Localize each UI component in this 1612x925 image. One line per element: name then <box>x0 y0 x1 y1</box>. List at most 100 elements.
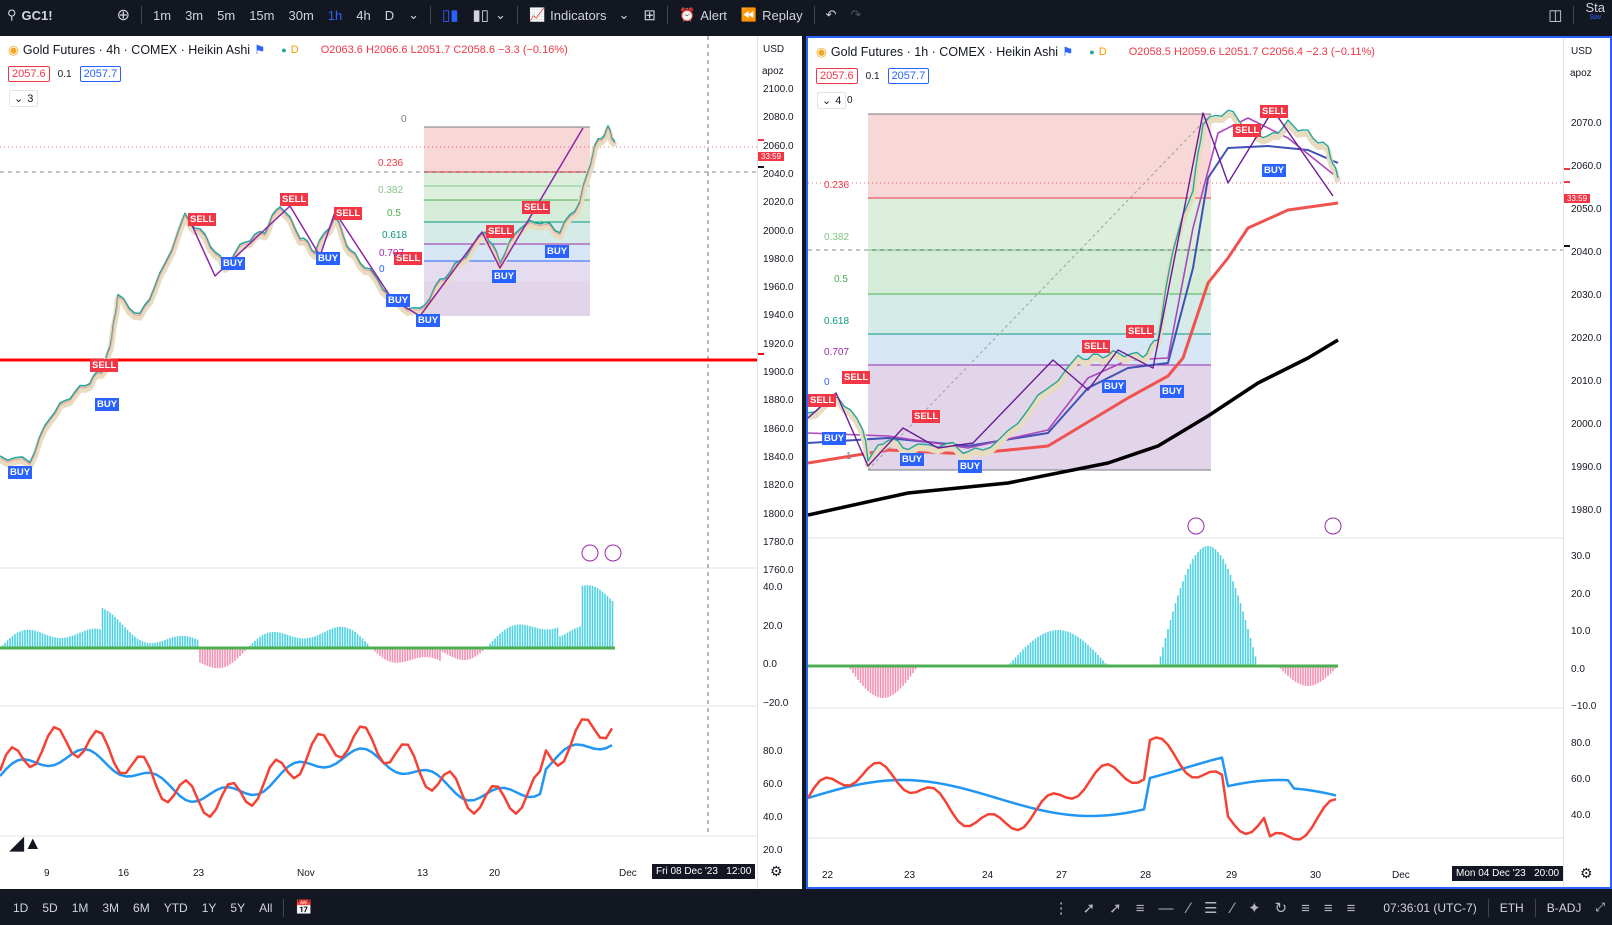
alert-button[interactable]: ⏰ Alert <box>679 7 727 23</box>
left-sell-signal: SELL <box>334 207 363 220</box>
left-scale-mode[interactable]: apoz <box>762 66 784 77</box>
left-date-label: Fri 08 Dec '23 12:00 <box>652 864 756 879</box>
left-lightning-icon <box>604 544 622 562</box>
undo-button[interactable]: ↶ <box>819 0 844 30</box>
interval-30m[interactable]: 30m <box>288 7 314 23</box>
templates-button[interactable]: ⊞ <box>636 0 663 30</box>
clock-display[interactable]: 07:36:01 (UTC-7) <box>1383 900 1477 915</box>
right-price-scale[interactable] <box>1563 38 1610 887</box>
right-settings-icon[interactable]: ⚙ <box>1580 865 1593 881</box>
left-heikin-ashi-series <box>0 124 616 464</box>
range-3m[interactable]: 3M <box>102 900 120 915</box>
session-toggle[interactable]: ETH <box>1499 900 1524 915</box>
left-fib-label: 0.5 <box>387 208 401 219</box>
layout-button[interactable]: ◫ <box>1541 0 1569 30</box>
range-1y[interactable]: 1Y <box>201 900 217 915</box>
right-fib-zone <box>868 114 1211 198</box>
save-button[interactable]: Sta Sav <box>1585 0 1605 21</box>
interval-1m[interactable]: 1m <box>153 7 172 23</box>
date-range-button[interactable]: 📅 <box>288 899 319 916</box>
heikin-ashi-icon: ▮▯ <box>472 7 490 24</box>
left-sell-signal: SELL <box>486 225 515 238</box>
drawing-tools-strip[interactable]: ⋮➚➚≡—∕☰∕✦↻≡≡≡ <box>1047 899 1377 917</box>
left-price-tick: 1940.0 <box>763 310 794 322</box>
left-price-tick: 1860.0 <box>763 423 794 435</box>
left-price-scale[interactable] <box>757 36 802 889</box>
range-all[interactable]: All <box>259 900 273 915</box>
right-sell-price[interactable]: 2057.6 <box>816 68 858 84</box>
range-6m[interactable]: 6M <box>133 900 150 915</box>
right-fib-label: 0.707 <box>824 347 850 358</box>
right-buy-price[interactable]: 2057.7 <box>887 68 930 84</box>
left-price-tick: 2020.0 <box>763 197 794 209</box>
left-fib-zone <box>424 127 590 172</box>
chevron-down-icon: ⌄ <box>495 7 506 22</box>
left-rsi-tick: 80.0 <box>763 746 783 757</box>
range-1d[interactable]: 1D <box>13 900 29 915</box>
interval-dropdown[interactable]: ⌄ <box>401 0 426 30</box>
left-price-tick: 1840.0 <box>763 451 794 463</box>
range-5y[interactable]: 5Y <box>230 900 246 915</box>
left-price-tick: 1880.0 <box>763 395 794 407</box>
right-sell-signal: SELL <box>1082 340 1111 353</box>
right-currency[interactable]: USD <box>1571 46 1593 57</box>
right-chart-pane[interactable]: ◉ Gold Futures · 1h · COMEX · Heikin Ash… <box>806 36 1612 889</box>
replay-button[interactable]: ⏪ Replay <box>740 7 803 23</box>
grid-icon: ⊞ <box>643 7 656 24</box>
range-5d[interactable]: 5D <box>42 900 58 915</box>
left-settings-icon[interactable]: ⚙ <box>770 863 783 879</box>
right-rsi-tick: 60.0 <box>1571 774 1591 785</box>
bar-type-button[interactable]: ▯▮ <box>435 0 466 30</box>
right-price-tick: 1990.0 <box>1571 462 1602 473</box>
right-indicator-toggle[interactable]: ⌄ 4 <box>817 92 847 109</box>
left-price-tick: 1780.0 <box>763 536 794 548</box>
left-last-price-label <box>758 139 764 141</box>
range-1m[interactable]: 1M <box>71 900 89 915</box>
indicators-button[interactable]: 📈 Indicators ⌄ <box>528 7 630 23</box>
right-price-tick: 2040.0 <box>1571 247 1602 258</box>
left-date-tick: 23 <box>193 868 205 879</box>
left-indicator-toggle[interactable]: ⌄ 3 <box>9 90 39 107</box>
left-sell-price[interactable]: 2057.6 <box>8 66 50 82</box>
left-date-tick: 20 <box>489 868 501 879</box>
right-countdown: 33:59 <box>1564 194 1591 203</box>
range-ytd[interactable]: YTD <box>163 900 188 915</box>
interval-1h[interactable]: 1h <box>327 7 343 23</box>
interval-5m[interactable]: 5m <box>217 7 236 23</box>
right-fib-label: 1 <box>846 451 852 462</box>
symbol-search[interactable]: ⚲ GC1! <box>7 7 53 23</box>
left-heikin-ashi-bear <box>0 127 616 465</box>
plus-circle-icon: ⊕ <box>116 7 130 24</box>
delay-badge: D <box>290 43 299 56</box>
interval-d[interactable]: D <box>384 7 395 23</box>
right-ma-20 <box>808 145 1339 447</box>
right-fib-label: 0 <box>824 377 830 388</box>
redo-button[interactable]: ↷ <box>843 0 868 30</box>
right-sell-signal: SELL <box>912 410 941 423</box>
chart-style-button[interactable]: ▮▯ ⌄ <box>466 0 513 30</box>
chevron-down-icon: ⌄ <box>14 93 24 105</box>
right-legend: ◉ Gold Futures · 1h · COMEX · Heikin Ash… <box>816 44 1375 60</box>
left-ohlc: O2063.6 H2066.6 L2051.7 C2058.6 −3.3 (−0… <box>320 43 568 56</box>
right-date-tick: 23 <box>904 870 916 881</box>
interval-15m[interactable]: 15m <box>249 7 275 23</box>
adjustment-toggle[interactable]: B-ADJ <box>1546 900 1582 915</box>
right-scale-mode[interactable]: apoz <box>1570 68 1592 79</box>
right-sell-signal: SELL <box>1126 325 1155 338</box>
right-buy-signal: BUY <box>822 432 847 445</box>
left-sell-signal: SELL <box>280 193 309 206</box>
bottom-toolbar: 1D 5D 1M 3M 6M YTD 1Y 5Y All 📅 ⋮➚➚≡—∕☰∕✦… <box>0 890 1612 925</box>
right-last-price-label <box>1564 168 1570 170</box>
interval-3m[interactable]: 3m <box>185 7 204 23</box>
compare-symbol-button[interactable]: ⊕ <box>110 0 137 30</box>
left-buy-price[interactable]: 2057.7 <box>79 66 122 82</box>
left-title: Gold Futures · 4h · COMEX · Heikin Ashi <box>22 42 251 57</box>
left-currency[interactable]: USD <box>763 44 785 55</box>
left-chart-pane[interactable]: ◉ Gold Futures · 4h · COMEX · Heikin Ash… <box>0 36 802 889</box>
right-price-tick: 1980.0 <box>1571 505 1602 516</box>
right-chart-canvas[interactable] <box>808 38 1612 889</box>
maximize-icon[interactable]: ⤢ <box>1595 900 1605 914</box>
interval-4h[interactable]: 4h <box>356 7 371 23</box>
left-date-tick: Dec <box>619 868 637 879</box>
search-icon: ⚲ <box>7 7 17 22</box>
